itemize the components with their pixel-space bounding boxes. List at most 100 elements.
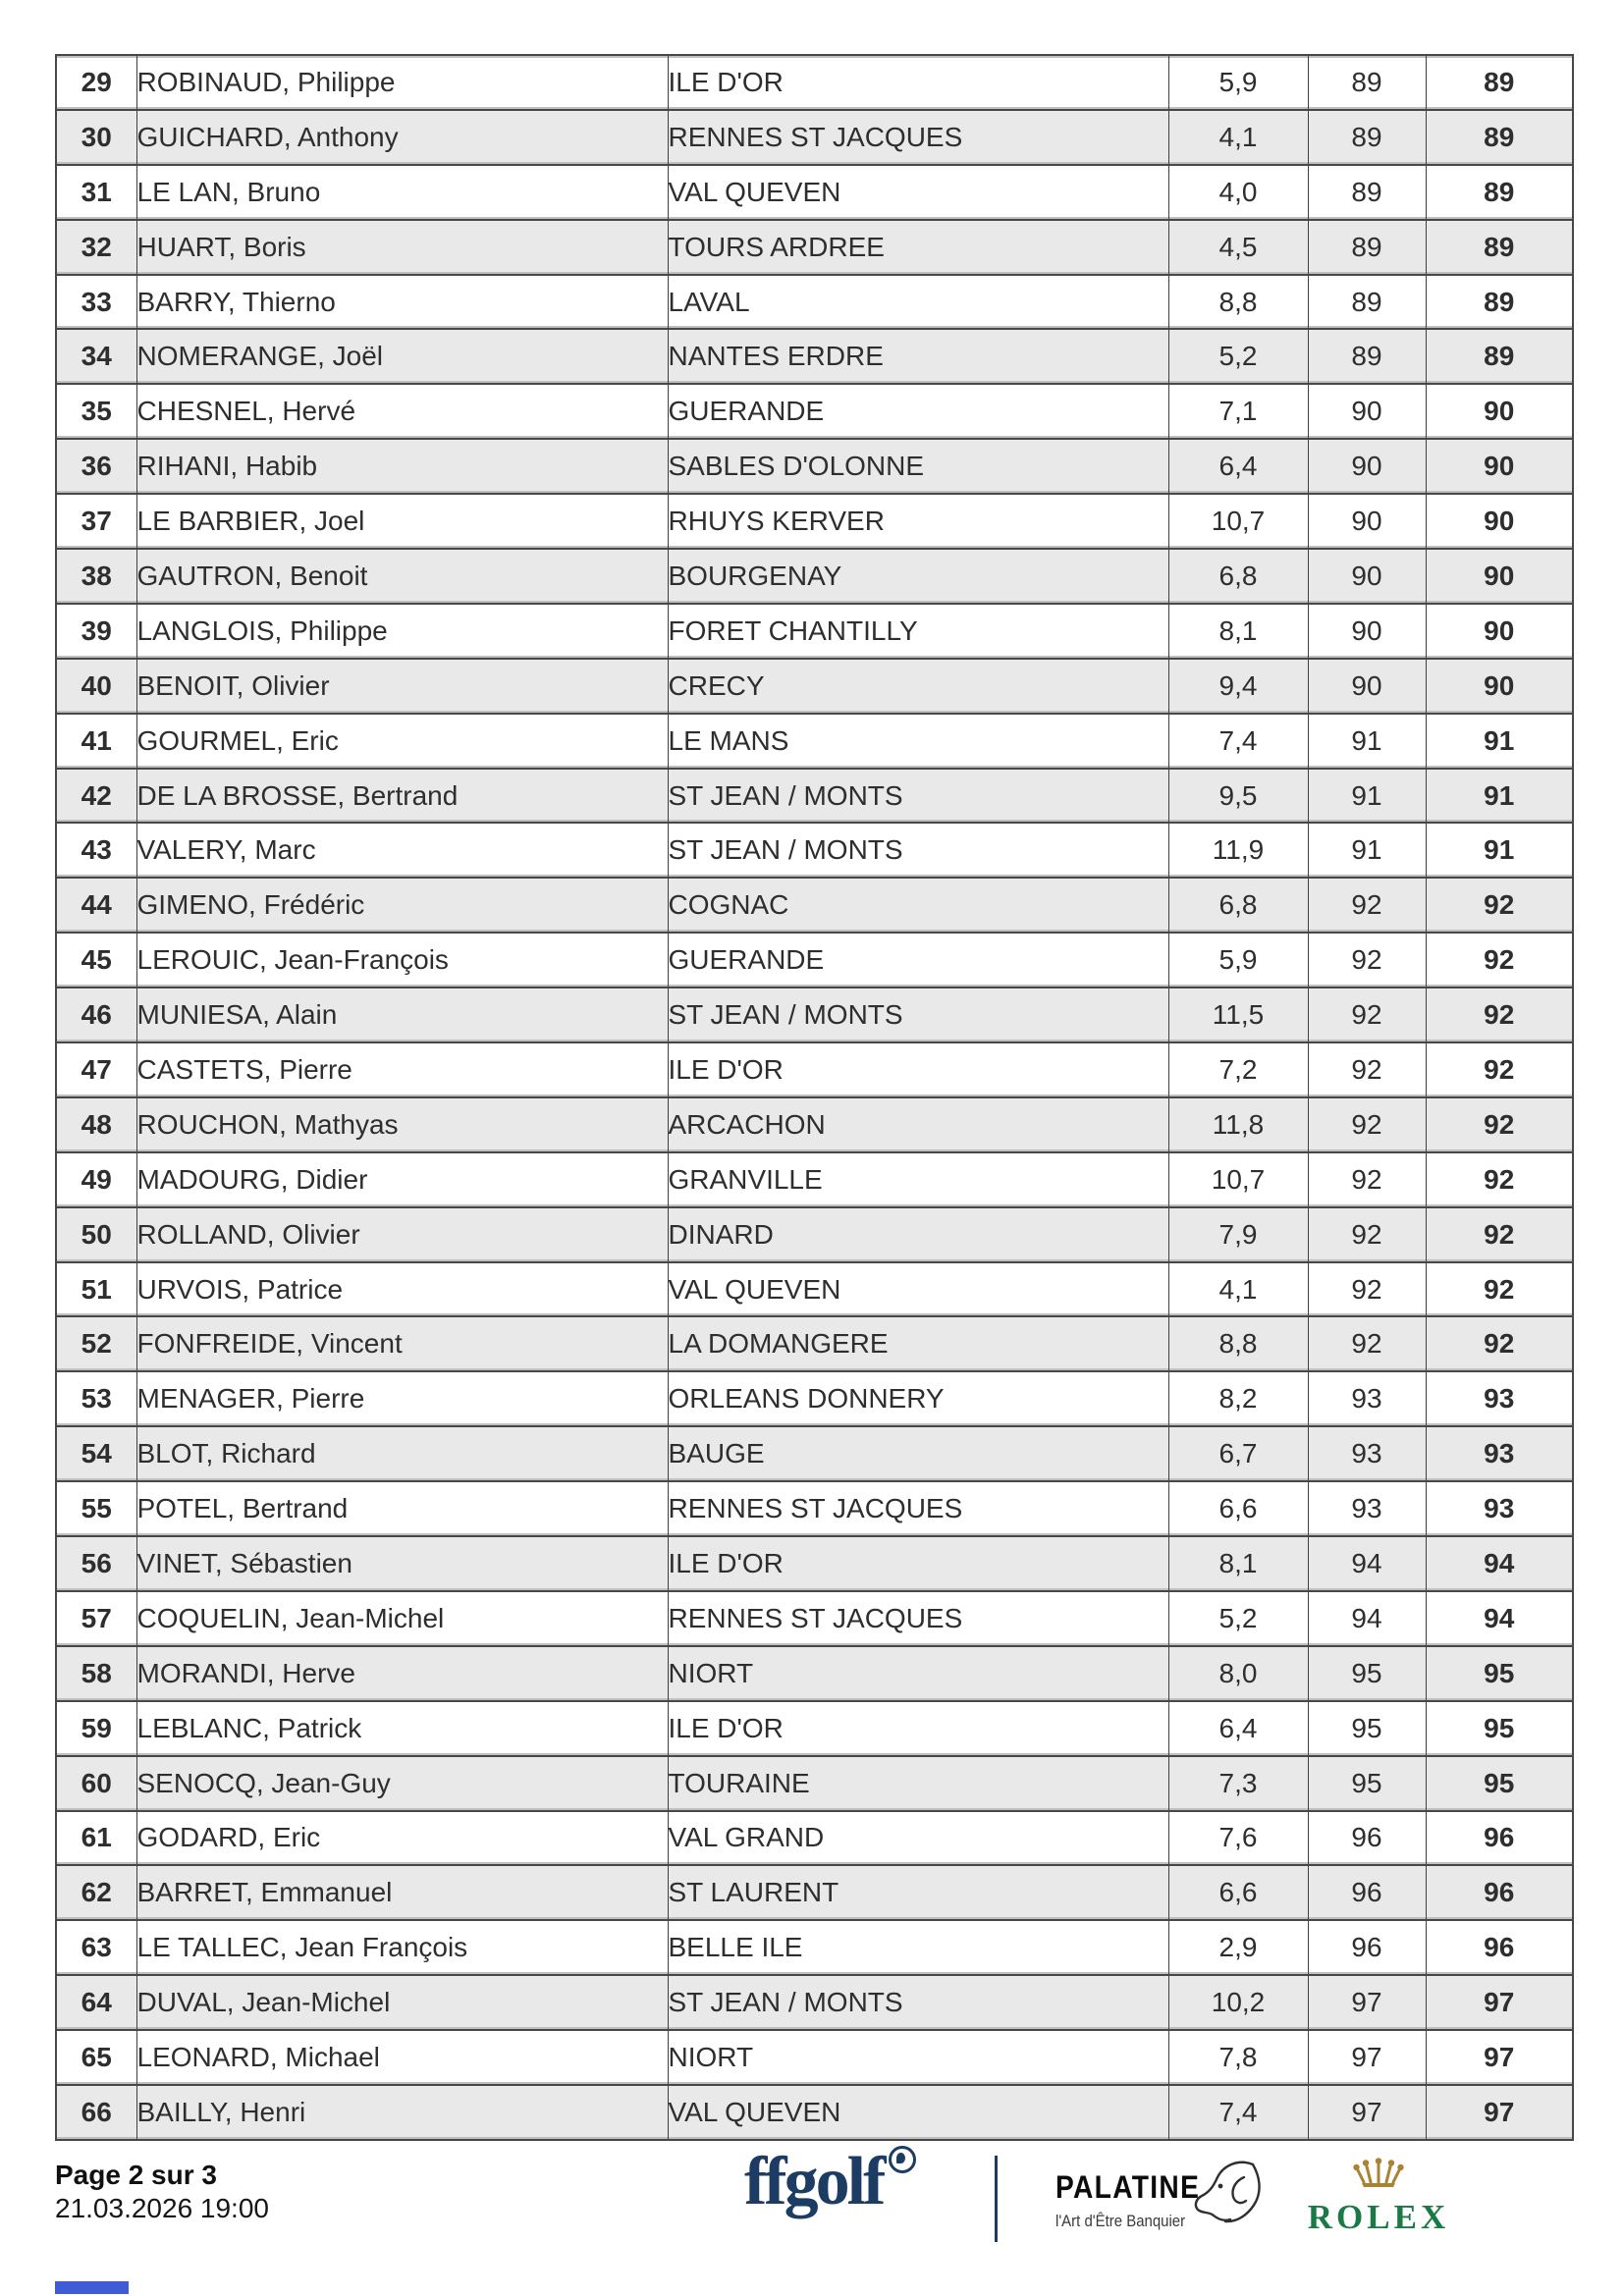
name-cell: GODARD, Eric	[136, 1810, 669, 1867]
rank-cell: 58	[56, 1645, 137, 1702]
handicap-cell: 5,9	[1168, 55, 1309, 111]
score-cell: 92	[1308, 1151, 1427, 1208]
table-row: 51 URVOIS, Patrice VAL QUEVEN 4,1 92 92	[56, 1261, 1573, 1318]
score-cell: 89	[1308, 164, 1427, 221]
table-row: 43 VALERY, Marc ST JEAN / MONTS 11,9 91 91	[56, 823, 1573, 880]
rank-cell: 48	[56, 1096, 137, 1153]
name-cell: BLOT, Richard	[136, 1426, 669, 1483]
name-cell: COQUELIN, Jean-Michel	[136, 1590, 669, 1647]
table-row: 39 LANGLOIS, Philippe FORET CHANTILLY 8,1 90…	[56, 603, 1573, 660]
club-cell: ST LAURENT	[668, 1865, 1169, 1922]
club-cell: LA DOMANGERE	[668, 1316, 1169, 1373]
rank-cell: 61	[56, 1810, 137, 1867]
rank-cell: 66	[56, 2084, 137, 2142]
rank-cell: 54	[56, 1426, 137, 1483]
handicap-cell: 6,8	[1168, 549, 1309, 605]
handicap-cell: 4,1	[1168, 1261, 1309, 1318]
ffgolf-registered-mark-icon	[889, 2146, 917, 2173]
score-cell: 97	[1308, 2084, 1427, 2142]
total-cell: 96	[1426, 1865, 1573, 1922]
handicap-cell: 8,2	[1168, 1371, 1309, 1428]
handicap-cell: 8,8	[1168, 1316, 1309, 1373]
table-row: 66 BAILLY, Henri VAL QUEVEN 7,4 97 97	[56, 2084, 1573, 2142]
table-row: 29 ROBINAUD, Philippe ILE D'OR 5,9 89 89	[56, 55, 1573, 111]
club-cell: COGNAC	[668, 878, 1169, 934]
rank-cell: 35	[56, 384, 137, 441]
name-cell: GUICHARD, Anthony	[136, 109, 669, 166]
score-cell: 96	[1308, 1920, 1427, 1977]
handicap-cell: 11,9	[1168, 823, 1309, 880]
club-cell: VAL QUEVEN	[668, 1261, 1169, 1318]
club-cell: ST JEAN / MONTS	[668, 823, 1169, 880]
total-cell: 92	[1426, 1096, 1573, 1153]
club-cell: VAL GRAND	[668, 1810, 1169, 1867]
name-cell: MENAGER, Pierre	[136, 1371, 669, 1428]
name-cell: MUNIESA, Alain	[136, 988, 669, 1044]
name-cell: CASTETS, Pierre	[136, 1042, 669, 1098]
rank-cell: 63	[56, 1920, 137, 1977]
rank-cell: 32	[56, 219, 137, 276]
score-cell: 94	[1308, 1590, 1427, 1647]
table-row: 45 LEROUIC, Jean-François GUERANDE 5,9 92 92	[56, 933, 1573, 989]
name-cell: GIMENO, Frédéric	[136, 878, 669, 934]
handicap-cell: 6,4	[1168, 439, 1309, 496]
handicap-cell: 10,7	[1168, 494, 1309, 551]
score-cell: 90	[1308, 439, 1427, 496]
club-cell: NIORT	[668, 1645, 1169, 1702]
handicap-cell: 7,9	[1168, 1206, 1309, 1263]
footer-blue-mark	[55, 2281, 129, 2294]
ffgolf-logo: ffgolf	[744, 2146, 917, 2216]
handicap-cell: 7,6	[1168, 1810, 1309, 1867]
club-cell: BOURGENAY	[668, 549, 1169, 605]
table-row: 35 CHESNEL, Hervé GUERANDE 7,1 90 90	[56, 384, 1573, 441]
table-row: 59 LEBLANC, Patrick ILE D'OR 6,4 95 95	[56, 1700, 1573, 1757]
club-cell: ILE D'OR	[668, 1536, 1169, 1592]
name-cell: POTEL, Bertrand	[136, 1481, 669, 1538]
rolex-wordmark: ROLEX	[1307, 2198, 1450, 2236]
handicap-cell: 7,8	[1168, 2030, 1309, 2086]
name-cell: MORANDI, Herve	[136, 1645, 669, 1702]
score-cell: 89	[1308, 329, 1427, 386]
name-cell: SENOCQ, Jean-Guy	[136, 1755, 669, 1812]
table-row: 55 POTEL, Bertrand RENNES ST JACQUES 6,6 93 9…	[56, 1481, 1573, 1538]
name-cell: BENOIT, Olivier	[136, 658, 669, 715]
rank-cell: 43	[56, 823, 137, 880]
handicap-cell: 5,9	[1168, 933, 1309, 989]
rank-cell: 51	[56, 1261, 137, 1318]
name-cell: CHESNEL, Hervé	[136, 384, 669, 441]
club-cell: ORLEANS DONNERY	[668, 1371, 1169, 1428]
handicap-cell: 4,0	[1168, 164, 1309, 221]
page-number-label: Page 2 sur 3	[55, 2160, 217, 2190]
table-row: 47 CASTETS, Pierre ILE D'OR 7,2 92 92	[56, 1042, 1573, 1098]
handicap-cell: 2,9	[1168, 1920, 1309, 1977]
name-cell: GOURMEL, Eric	[136, 713, 669, 770]
total-cell: 92	[1426, 1042, 1573, 1098]
handicap-cell: 6,6	[1168, 1865, 1309, 1922]
table-row: 33 BARRY, Thierno LAVAL 8,8 89 89	[56, 274, 1573, 331]
handicap-cell: 5,2	[1168, 1590, 1309, 1647]
score-cell: 97	[1308, 2030, 1427, 2086]
total-cell: 92	[1426, 1151, 1573, 1208]
table-row: 31 LE LAN, Bruno VAL QUEVEN 4,0 89 89	[56, 164, 1573, 221]
total-cell: 95	[1426, 1700, 1573, 1757]
handicap-cell: 8,0	[1168, 1645, 1309, 1702]
rank-cell: 42	[56, 768, 137, 825]
handicap-cell: 7,4	[1168, 2084, 1309, 2142]
total-cell: 96	[1426, 1810, 1573, 1867]
club-cell: BELLE ILE	[668, 1920, 1169, 1977]
results-table: 29 ROBINAUD, Philippe ILE D'OR 5,9 89 89 30 GUI…	[55, 54, 1574, 2142]
club-cell: RENNES ST JACQUES	[668, 1481, 1169, 1538]
total-cell: 93	[1426, 1481, 1573, 1538]
print-timestamp: 21.03.2026 19:00	[55, 2193, 269, 2223]
table-row: 41 GOURMEL, Eric LE MANS 7,4 91 91	[56, 713, 1573, 770]
name-cell: ROBINAUD, Philippe	[136, 55, 669, 111]
total-cell: 90	[1426, 439, 1573, 496]
name-cell: URVOIS, Patrice	[136, 1261, 669, 1318]
table-row: 63 LE TALLEC, Jean François BELLE ILE 2,9 96…	[56, 1920, 1573, 1977]
total-cell: 96	[1426, 1920, 1573, 1977]
total-cell: 91	[1426, 713, 1573, 770]
palatine-logo: PALATINE l'Art d'Être Banquier	[1055, 2171, 1200, 2231]
table-row: 46 MUNIESA, Alain ST JEAN / MONTS 11,5 92 92	[56, 988, 1573, 1044]
score-cell: 93	[1308, 1481, 1427, 1538]
club-cell: TOURS ARDREE	[668, 219, 1169, 276]
